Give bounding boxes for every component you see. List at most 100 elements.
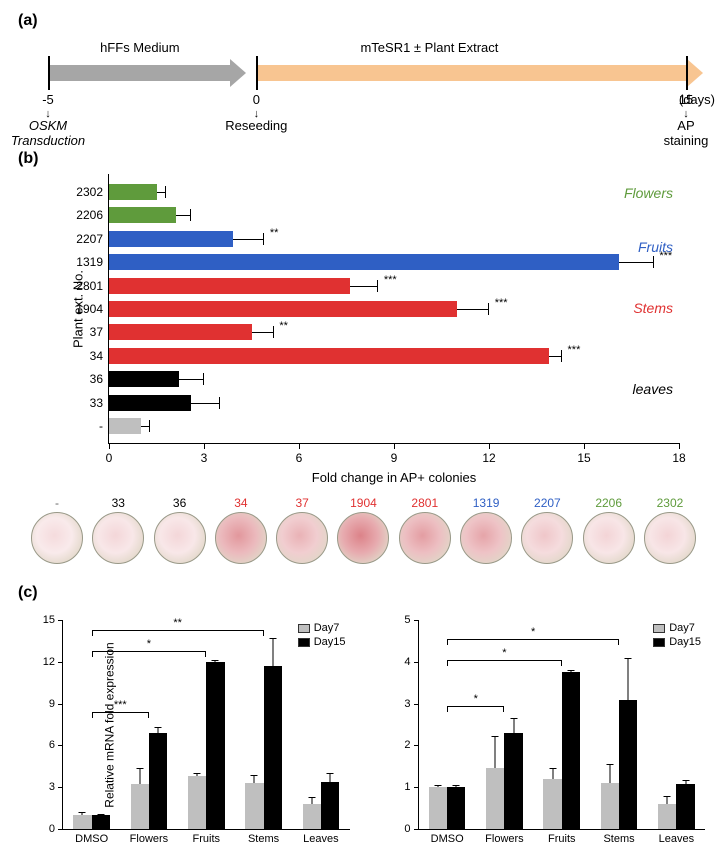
vbar xyxy=(562,672,580,829)
vchart-xlabel: Stems xyxy=(603,833,634,845)
panel-b-label: (b) xyxy=(18,150,709,168)
dish-image xyxy=(276,512,328,564)
sig-bracket xyxy=(447,706,504,707)
hbar-xtick: 9 xyxy=(391,451,398,465)
hbar-bar xyxy=(109,301,457,317)
vbar xyxy=(206,662,224,829)
vbar xyxy=(245,783,263,829)
hbar-bar xyxy=(109,207,176,223)
hbar-bar xyxy=(109,371,179,387)
vchart-ytick: 2 xyxy=(404,739,410,751)
sig-label: ** xyxy=(173,617,182,629)
hbar-row: - xyxy=(109,418,679,434)
hbar-ylabel: 2206 xyxy=(76,207,103,223)
dish-image xyxy=(399,512,451,564)
sig-label: * xyxy=(474,693,478,705)
dish-label: 2801 xyxy=(396,496,454,510)
phase1-label: hFFs Medium xyxy=(100,40,179,55)
hbar-sig: *** xyxy=(495,297,508,309)
vbar xyxy=(188,776,206,829)
dish-image xyxy=(215,512,267,564)
dish-image xyxy=(92,512,144,564)
hbar-row: 1319*** xyxy=(109,254,679,270)
dish-item: 2801 xyxy=(396,496,454,564)
dish-label: 36 xyxy=(151,496,209,510)
vchart-xlabel: DMSO xyxy=(431,833,464,845)
dish-label: - xyxy=(28,496,86,510)
hbar-bar xyxy=(109,395,191,411)
sig-label: * xyxy=(531,626,535,638)
vbar xyxy=(73,815,91,829)
hbar-row: 33 xyxy=(109,395,679,411)
hbar-ylabel: 1904 xyxy=(76,301,103,317)
hbar-row: 1904*** xyxy=(109,301,679,317)
hbar-chart: Plant ext. No. Fold change in AP+ coloni… xyxy=(108,174,679,444)
dish-item: - xyxy=(28,496,86,564)
vbar xyxy=(601,783,619,829)
dish-item: 1319 xyxy=(457,496,515,564)
hbar-ylabel: 2801 xyxy=(76,278,103,294)
timeline-tick xyxy=(686,56,688,90)
dish-image xyxy=(521,512,573,564)
vbar xyxy=(264,666,282,829)
dish-image xyxy=(583,512,635,564)
dish-label: 2206 xyxy=(580,496,638,510)
phase2-label: mTeSR1 ± Plant Extract xyxy=(360,40,498,55)
dish-label: 34 xyxy=(212,496,270,510)
sig-bracket xyxy=(92,630,264,631)
hbar-sig: ** xyxy=(270,227,279,239)
vchart-ytick: 12 xyxy=(43,656,55,668)
hbar-ylabel: 36 xyxy=(90,371,103,387)
vchart-ytitle-left: Relative mRNA fold expression xyxy=(103,642,117,807)
timeline: hFFs Medium mTeSR1 ± Plant Extract -5↓OS… xyxy=(48,36,699,146)
vchart-xlabel: Stems xyxy=(248,833,279,845)
sig-bracket xyxy=(447,639,619,640)
sig-bracket xyxy=(92,651,207,652)
vchart-legend: Day7 Day15 xyxy=(298,622,346,650)
panel-c: (c) Relative mRNA fold expression 036912… xyxy=(18,584,709,830)
vchart-ytick: 5 xyxy=(404,614,410,626)
vbar xyxy=(543,779,561,829)
vbar xyxy=(486,768,504,829)
vchart-ytick: 15 xyxy=(43,614,55,626)
hbar-ylabel: 34 xyxy=(90,348,103,364)
panel-c-label: (c) xyxy=(18,584,709,602)
vchart-ytick: 9 xyxy=(49,698,55,710)
panel-a: (a) hFFs Medium mTeSR1 ± Plant Extract -… xyxy=(18,12,709,146)
hbar-xtick: 3 xyxy=(201,451,208,465)
hbar-bar xyxy=(109,231,233,247)
vbar xyxy=(676,784,694,829)
dish-item: 2302 xyxy=(641,496,699,564)
hbar-bar xyxy=(109,418,141,434)
sig-bracket xyxy=(92,712,149,713)
hbar-row: 2302 xyxy=(109,184,679,200)
panel-a-label: (a) xyxy=(18,12,709,30)
vbar xyxy=(149,733,167,829)
vchart-xlabel: Flowers xyxy=(485,833,524,845)
dish-image xyxy=(337,512,389,564)
vbar xyxy=(658,804,676,829)
vchart-xlabel: Flowers xyxy=(130,833,169,845)
vbar xyxy=(92,815,110,829)
hbar-sig: *** xyxy=(384,274,397,286)
vchart-xlabel: DMSO xyxy=(75,833,108,845)
vchart-right: 012345Day7 Day15DMSOFlowersFruitsStemsLe… xyxy=(418,620,706,830)
hbar-row: 37** xyxy=(109,324,679,340)
vbar xyxy=(619,700,637,829)
vchart-ytick: 1 xyxy=(404,781,410,793)
panel-b: (b) Plant ext. No. Fold change in AP+ co… xyxy=(18,150,709,564)
hbar-xtick: 12 xyxy=(482,451,495,465)
hbar-ylabel: 33 xyxy=(90,395,103,411)
hbar-row: 34*** xyxy=(109,348,679,364)
hbar-xtick: 18 xyxy=(672,451,685,465)
vbar xyxy=(447,787,465,829)
vchart-xlabel: Leaves xyxy=(659,833,694,845)
hbar-row: 2801*** xyxy=(109,278,679,294)
vchart-ytick: 6 xyxy=(49,739,55,751)
hbar-bar xyxy=(109,348,549,364)
sig-label: * xyxy=(147,638,151,650)
hbar-ylabel: 2207 xyxy=(76,231,103,247)
dish-item: 36 xyxy=(151,496,209,564)
timeline-tick-label: -5 xyxy=(42,92,54,107)
hbar-sig: *** xyxy=(659,250,672,262)
